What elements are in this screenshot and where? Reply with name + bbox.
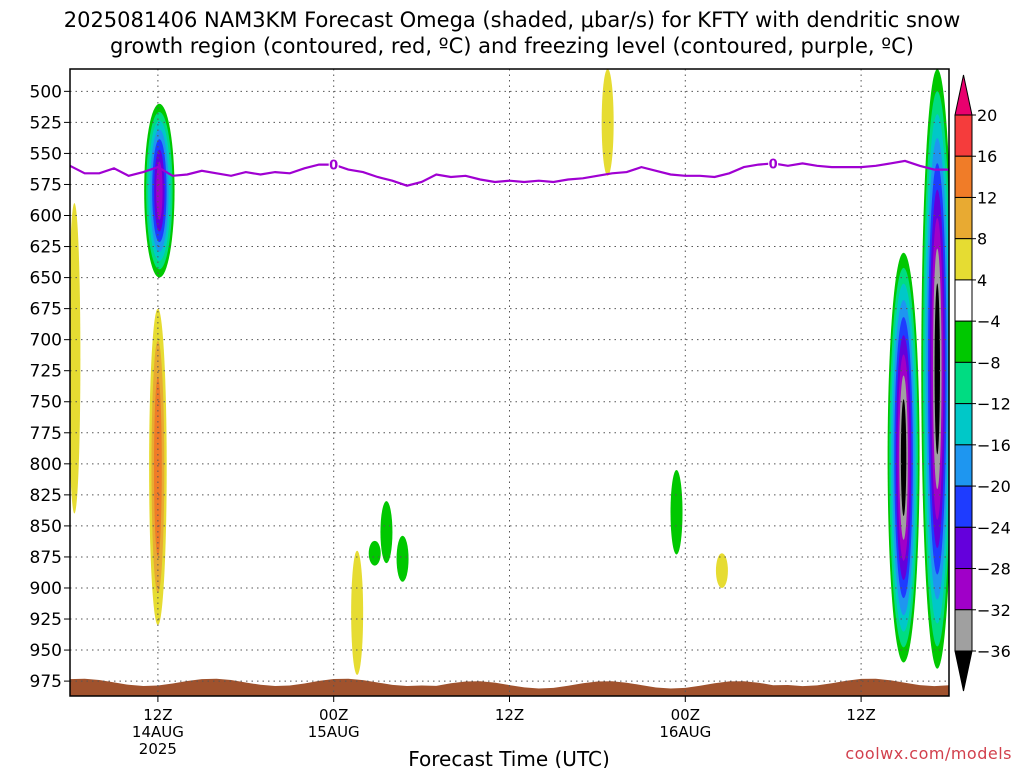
x-tick-label-12-1: 14AUG (132, 723, 184, 741)
colorbar-box-6 (954, 361, 973, 405)
colorbar-label-7: −12 (977, 395, 1011, 414)
y-tick-label-850: 850 (30, 517, 62, 537)
colorbar: 20 16 12 8 4 −4 −8 −12 −16 −20 −24 −28 −32 −36 (954, 74, 1011, 692)
y-tick-label-650: 650 (30, 269, 62, 289)
omega-region-1-2 (154, 377, 162, 557)
x-axis-label: Forecast Time (UTC) (408, 747, 610, 768)
axes: 500 525 550 575 600 625 650 675 700 725 750 775 800 8… (30, 68, 950, 758)
y-tick-label-725: 725 (30, 362, 62, 382)
y-tick-label-975: 975 (30, 672, 62, 692)
colorbar-label-2: 12 (977, 188, 997, 207)
y-tick-label-525: 525 (30, 113, 62, 133)
y-tick-label-875: 875 (30, 548, 62, 568)
y-tick-label-925: 925 (30, 610, 62, 630)
omega-region-11-8 (934, 283, 940, 455)
y-tick-label-600: 600 (30, 207, 62, 227)
colorbar-box-5 (954, 320, 973, 363)
colorbar-box-8 (954, 444, 973, 487)
omega-region-0-6 (156, 161, 163, 220)
colorbar-box-7 (954, 403, 973, 446)
y-tick-label-625: 625 (30, 238, 62, 258)
omega-region-7-0 (601, 69, 614, 176)
x-tick-label-12-2: 2025 (139, 740, 177, 758)
colorbar-label-3: 8 (977, 230, 987, 249)
terrain-fill (70, 678, 949, 696)
colorbar-box-12 (954, 609, 973, 652)
freezing-level-label-0: 0 (329, 159, 338, 174)
freezing-label-bg-0 (328, 157, 339, 171)
freezing-label-bg-1 (768, 156, 779, 170)
colorbar-bottom-triangle (954, 650, 973, 692)
chart-title-line1: 2025081406 NAM3KM Forecast Omega (shaded… (63, 8, 961, 32)
freezing-level-line (70, 159, 949, 187)
colorbar-box-11 (954, 568, 973, 611)
colorbar-box-2 (954, 196, 973, 240)
colorbar-label-12: −32 (977, 601, 1011, 620)
y-tick-label-750: 750 (30, 393, 62, 413)
y-tick-label-500: 500 (30, 82, 62, 102)
colorbar-box-4 (954, 279, 973, 322)
colorbar-label-5: −4 (977, 312, 1001, 331)
x-tick-label-48-0: 00Z (671, 706, 700, 724)
x-tick-label-24-1: 15AUG (308, 723, 360, 741)
y-tick-label-550: 550 (30, 144, 62, 164)
colorbar-label-11: −28 (977, 560, 1011, 579)
x-tick-label-60-0: 12Z (846, 706, 875, 724)
y-tick-label-800: 800 (30, 455, 62, 475)
colorbar-top-triangle (954, 74, 973, 116)
y-tick-label-700: 700 (30, 331, 62, 351)
y-tick-label-825: 825 (30, 486, 62, 506)
y-tick-label-900: 900 (30, 579, 62, 599)
y-tick-label-775: 775 (30, 424, 62, 444)
omega-region-5-0 (396, 535, 409, 582)
colorbar-label-1: 16 (977, 147, 997, 166)
x-tick-label-48-1: 16AUG (659, 723, 711, 741)
omega-region-6-0 (368, 540, 381, 566)
chart-title-line2: growth region (contoured, red, ºC) and f… (110, 34, 914, 58)
freezing-level-label-1: 0 (769, 157, 778, 172)
colorbar-label-6: −8 (977, 353, 1001, 372)
omega-region-3-0 (351, 550, 364, 675)
colorbar-label-13: −36 (977, 642, 1011, 661)
y-tick-label-575: 575 (30, 175, 62, 195)
y-tick-label-950: 950 (30, 641, 62, 661)
omega-shading-layer (70, 69, 949, 696)
colorbar-box-10 (954, 526, 973, 570)
x-tick-label-36-0: 12Z (495, 706, 524, 724)
omega-region-2-0 (70, 203, 81, 514)
omega-region-9-0 (715, 553, 728, 588)
credit-text[interactable]: coolwx.com/models (845, 744, 1012, 763)
colorbar-label-8: −16 (977, 436, 1011, 455)
colorbar-label-4: 4 (977, 271, 987, 290)
colorbar-label-9: −20 (977, 477, 1011, 496)
colorbar-box-9 (954, 485, 973, 528)
x-tick-label-24-0: 00Z (319, 706, 348, 724)
y-tick-label-675: 675 (30, 300, 62, 320)
omega-region-8-0 (670, 470, 683, 555)
omega-region-4-0 (380, 501, 393, 564)
x-tick-label-12-0: 12Z (143, 706, 172, 724)
colorbar-box-3 (954, 238, 973, 281)
omega-region-10-8 (900, 399, 907, 517)
colorbar-box-1 (954, 155, 973, 198)
grid-lines (70, 69, 949, 696)
colorbar-label-0: 20 (977, 106, 997, 125)
colorbar-box-0 (954, 114, 973, 157)
colorbar-label-10: −24 (977, 518, 1011, 537)
